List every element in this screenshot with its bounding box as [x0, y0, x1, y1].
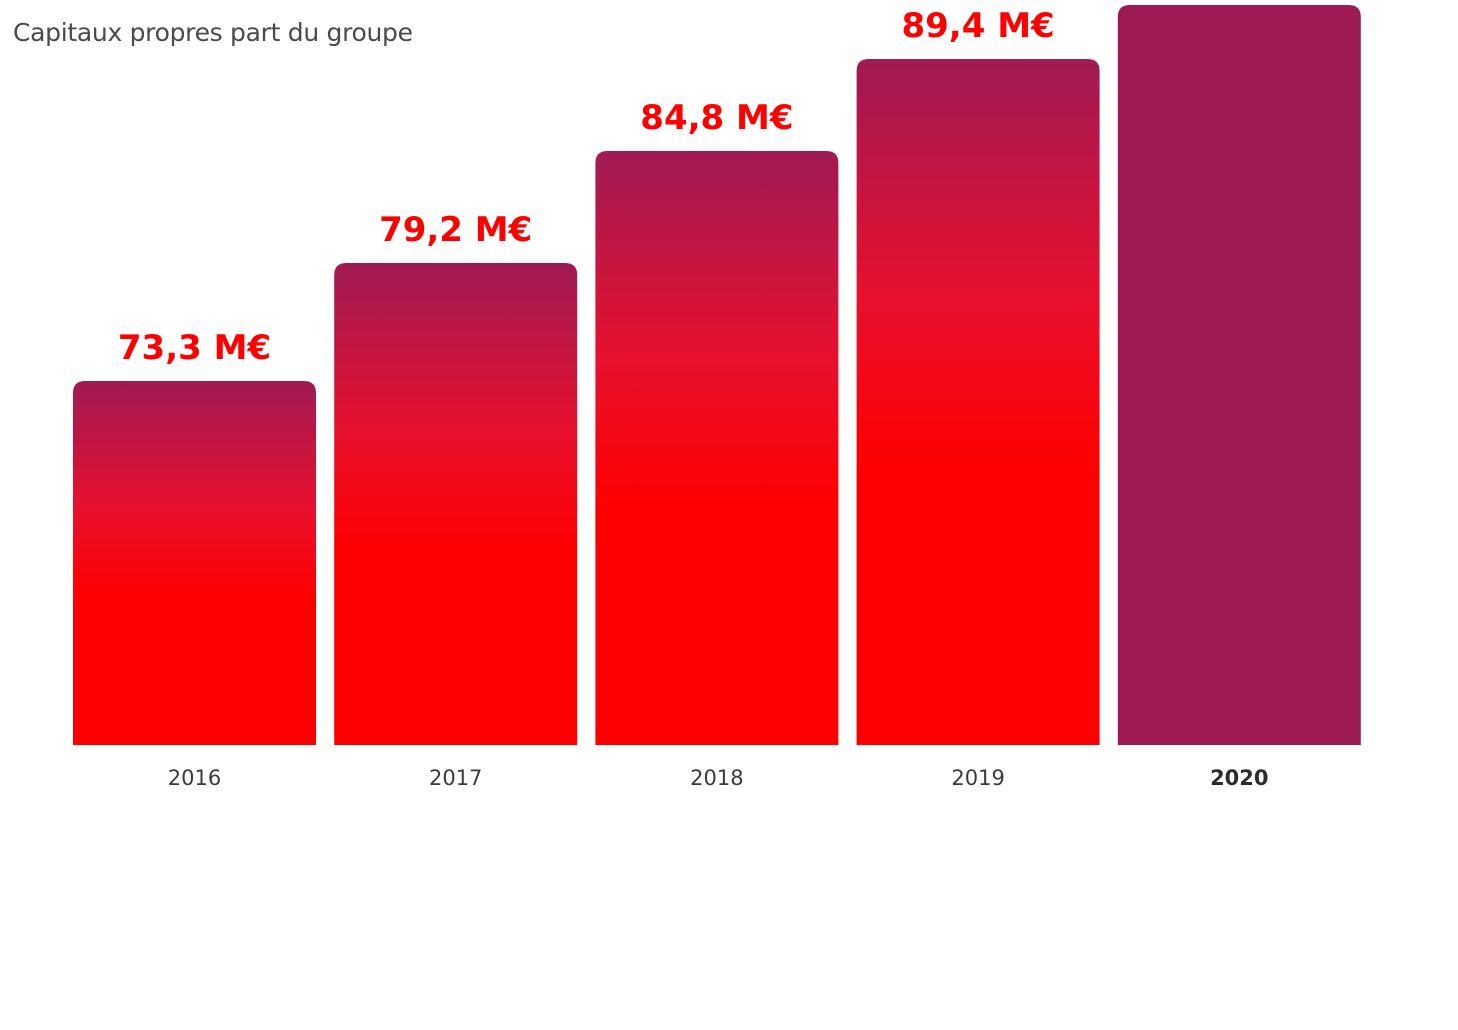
value-label-2019: 89,4 M€: [901, 6, 1054, 46]
x-tick-2019: 2019: [951, 766, 1004, 790]
x-tick-2017: 2017: [429, 766, 482, 790]
x-tick-2016: 2016: [168, 766, 221, 790]
value-label-2018: 84,8 M€: [640, 98, 793, 138]
bar-2018: [595, 151, 839, 745]
bar-2016: [73, 381, 316, 745]
x-tick-2018: 2018: [690, 766, 743, 790]
bars-group: [73, 5, 1361, 745]
x-tick-2020: 2020: [1210, 766, 1268, 790]
bar-2019: [856, 59, 1100, 745]
bar-2020: [1117, 5, 1361, 745]
value-label-2016: 73,3 M€: [118, 328, 271, 368]
chart-title: Capitaux propres part du groupe: [13, 18, 413, 47]
value-label-2017: 79,2 M€: [379, 210, 532, 250]
x-axis-ticks: 2016 2017 2018 2019 2020: [168, 766, 1269, 790]
bar-2017: [334, 263, 578, 745]
value-labels-group: 73,3 M€79,2 M€84,8 M€89,4 M€92,1 M€: [118, 6, 1055, 368]
